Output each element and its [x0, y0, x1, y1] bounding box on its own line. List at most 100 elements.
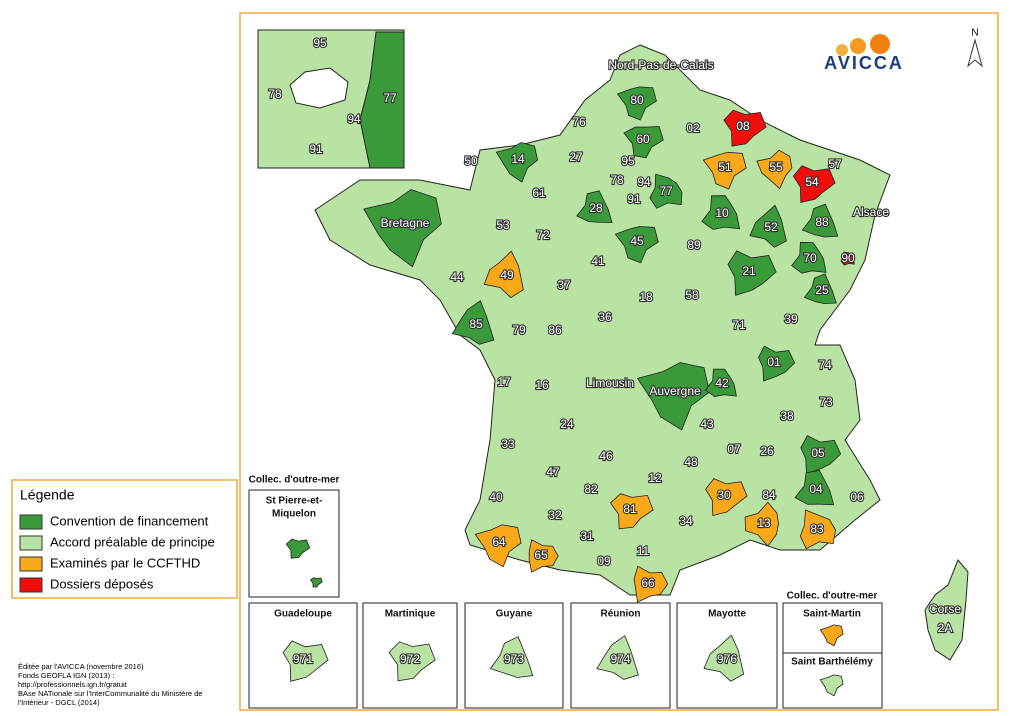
department-label: 28 [589, 201, 603, 215]
legend-swatch [19, 514, 43, 530]
department-label: 48 [684, 455, 698, 469]
credit-line: http://professionnels.ign.fr/gratuit [18, 680, 128, 689]
department-label: 27 [569, 150, 583, 164]
legend-label: Accord préalable de principe [50, 534, 215, 549]
corse-label: Corse [929, 602, 961, 616]
department-label: 43 [700, 417, 714, 431]
department-shape [649, 173, 683, 209]
department-shape [803, 273, 837, 305]
department-label: 14 [511, 152, 525, 166]
logo-text: AVICCA [824, 53, 904, 73]
department-label: 80 [630, 93, 644, 107]
overseas-code: 971 [293, 652, 313, 666]
department-label: 89 [687, 238, 701, 252]
department-shape [495, 142, 539, 183]
department-label: 30 [717, 488, 731, 502]
department-label: 52 [764, 220, 778, 234]
outre-mer-heading: Collec. d'outre-mer [249, 475, 340, 486]
outre-mer-heading: Collec. d'outre-mer [787, 591, 878, 602]
department-shape [609, 493, 654, 530]
overseas-name: Guadeloupe [274, 609, 332, 620]
department-label: 58 [685, 288, 699, 302]
miquelon-shape [309, 577, 323, 588]
department-label: 53 [496, 218, 510, 232]
credit-line: Fonds GEOFLA IGN (2013) : [18, 671, 114, 680]
overseas-shape [596, 635, 639, 680]
department-shape [623, 126, 664, 159]
department-label: 24 [560, 417, 574, 431]
credits: Éditée par l'AVICCA (novembre 2016)Fonds… [18, 662, 202, 707]
department-shape [840, 251, 855, 266]
department-shape [474, 524, 522, 568]
department-label: Limousin [586, 376, 634, 390]
credit-line: Éditée par l'AVICCA (novembre 2016) [18, 662, 144, 671]
department-shape [702, 151, 747, 190]
legend-frame [11, 479, 238, 599]
saint-barthelemy-name: Saint Barthélémy [791, 657, 873, 668]
department-label: 74 [818, 358, 832, 372]
north-arrow: N [967, 28, 983, 68]
north-label: N [971, 28, 978, 39]
department-label: 11 [637, 544, 650, 558]
department-label: 83 [810, 522, 824, 536]
department-label: 12 [648, 471, 662, 485]
overseas-code: 976 [717, 652, 737, 666]
credit-line: BAse NATionale sur l'InterCommunalité du… [18, 689, 202, 698]
department-label: 10 [715, 206, 729, 220]
department-shape [576, 190, 613, 223]
department-shape [704, 368, 737, 398]
department-shape [723, 109, 767, 147]
department-label: 55 [769, 160, 783, 174]
department-label: 31 [580, 529, 594, 543]
department-label: 01 [767, 355, 781, 369]
department-label: 78 [610, 173, 624, 187]
department-label: 36 [598, 310, 612, 324]
saint-barthelemy-shape [819, 674, 844, 697]
overseas-shape [282, 640, 329, 682]
legend-title: Légende [20, 487, 75, 503]
department-label: 21 [742, 264, 756, 278]
department-label: 25 [815, 283, 829, 297]
department-shape [801, 203, 839, 238]
department-label: 13 [757, 516, 771, 530]
department-label: 60 [636, 132, 650, 146]
department-label: 70 [803, 251, 817, 265]
department-label: 61 [532, 186, 546, 200]
corse-label: 2A [938, 621, 953, 635]
department-label: 37 [557, 278, 571, 292]
st-pierre-shape [285, 538, 311, 559]
department-shape [616, 86, 657, 121]
legend-label: Convention de financement [50, 513, 209, 528]
legend-swatch [19, 556, 43, 572]
saint-martin-name: Saint-Martin [803, 609, 861, 620]
inset-label: 78 [268, 87, 282, 101]
department-label: 45 [630, 234, 644, 248]
department-label: 90 [841, 251, 855, 265]
legend-label: Dossiers déposés [50, 576, 154, 591]
department-label: 72 [536, 228, 550, 242]
overseas-name: Guyane [496, 609, 533, 620]
department-label: 50 [464, 154, 478, 168]
legend-swatch [19, 535, 43, 551]
department-label: 51 [718, 160, 732, 174]
department-label: 94 [637, 175, 651, 189]
legend-label: Examinés par le CCFTHD [50, 555, 200, 570]
overseas-name: Réunion [601, 609, 641, 620]
department-label: 77 [659, 184, 673, 198]
overseas-box [570, 602, 671, 709]
inset-label: 95 [313, 36, 327, 50]
department-shape [799, 509, 837, 550]
department-label: 76 [572, 115, 586, 129]
overseas-shape [703, 634, 745, 682]
department-label: 88 [815, 215, 829, 229]
department-shape [791, 241, 827, 274]
overseas-name: Mayotte [708, 609, 746, 620]
department-shape [636, 362, 710, 431]
department-shape [744, 501, 779, 547]
department-shape [749, 204, 787, 248]
department-shape [528, 539, 559, 573]
department-label: 42 [715, 376, 729, 390]
overseas-code: 973 [504, 652, 524, 666]
overseas-shape [489, 636, 534, 678]
department-shape [451, 300, 495, 345]
